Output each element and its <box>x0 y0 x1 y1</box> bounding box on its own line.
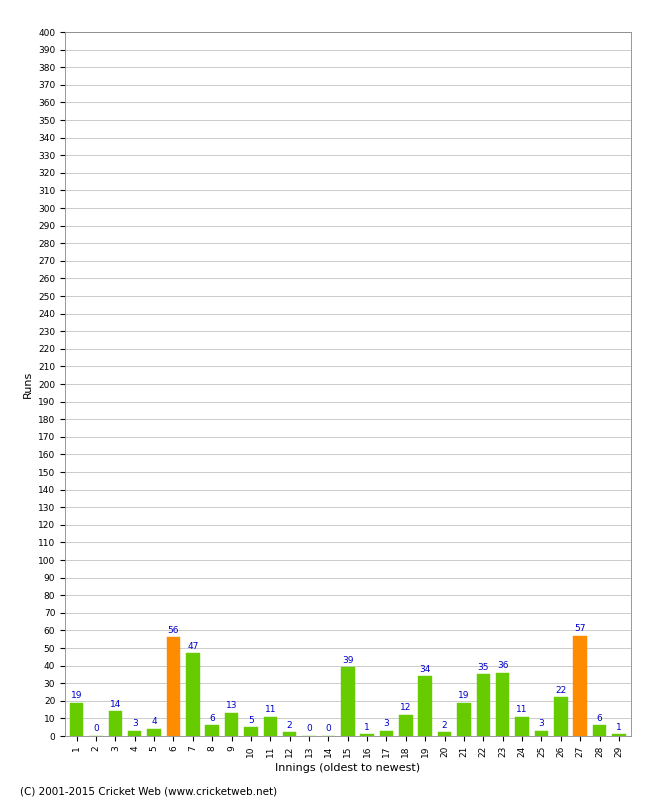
Bar <box>225 713 239 736</box>
Bar <box>263 717 277 736</box>
Bar <box>419 676 432 736</box>
Text: 11: 11 <box>516 705 528 714</box>
Text: 13: 13 <box>226 702 237 710</box>
Bar <box>593 726 606 736</box>
Text: 12: 12 <box>400 703 411 712</box>
Text: 35: 35 <box>478 662 489 672</box>
Text: 34: 34 <box>419 665 431 674</box>
Bar <box>283 733 296 736</box>
Bar <box>186 654 200 736</box>
Bar <box>457 702 471 736</box>
Bar <box>399 715 413 736</box>
Bar <box>380 730 393 736</box>
Text: 56: 56 <box>168 626 179 635</box>
Text: 0: 0 <box>93 724 99 734</box>
Bar <box>205 726 219 736</box>
Bar <box>476 674 490 736</box>
Bar <box>166 638 180 736</box>
Text: 19: 19 <box>458 691 470 700</box>
Text: 0: 0 <box>306 724 312 734</box>
Text: 3: 3 <box>132 719 138 728</box>
Text: 2: 2 <box>287 721 292 730</box>
Bar <box>535 730 548 736</box>
Text: 6: 6 <box>597 714 603 723</box>
Text: 11: 11 <box>265 705 276 714</box>
Bar <box>554 698 567 736</box>
Bar <box>612 734 626 736</box>
Text: (C) 2001-2015 Cricket Web (www.cricketweb.net): (C) 2001-2015 Cricket Web (www.cricketwe… <box>20 786 277 796</box>
Text: 47: 47 <box>187 642 198 650</box>
Bar <box>148 729 161 736</box>
Bar <box>573 636 587 736</box>
Text: 57: 57 <box>575 624 586 633</box>
Text: 1: 1 <box>364 722 370 731</box>
Text: 39: 39 <box>342 656 354 665</box>
Text: 6: 6 <box>209 714 215 723</box>
Text: 14: 14 <box>110 700 121 709</box>
Text: 3: 3 <box>539 719 544 728</box>
Bar <box>244 727 257 736</box>
Text: 2: 2 <box>442 721 447 730</box>
Bar <box>515 717 529 736</box>
Text: 0: 0 <box>326 724 332 734</box>
Bar <box>496 673 510 736</box>
Bar <box>70 702 83 736</box>
Bar <box>360 734 374 736</box>
Y-axis label: Runs: Runs <box>23 370 32 398</box>
Text: 19: 19 <box>71 691 83 700</box>
Text: 4: 4 <box>151 718 157 726</box>
Text: 22: 22 <box>555 686 566 694</box>
Bar <box>128 730 142 736</box>
Text: 3: 3 <box>384 719 389 728</box>
Bar <box>341 667 354 736</box>
Bar <box>109 711 122 736</box>
Bar <box>438 733 451 736</box>
Text: 5: 5 <box>248 715 254 725</box>
Text: 1: 1 <box>616 722 622 731</box>
X-axis label: Innings (oldest to newest): Innings (oldest to newest) <box>275 762 421 773</box>
Text: 36: 36 <box>497 661 508 670</box>
